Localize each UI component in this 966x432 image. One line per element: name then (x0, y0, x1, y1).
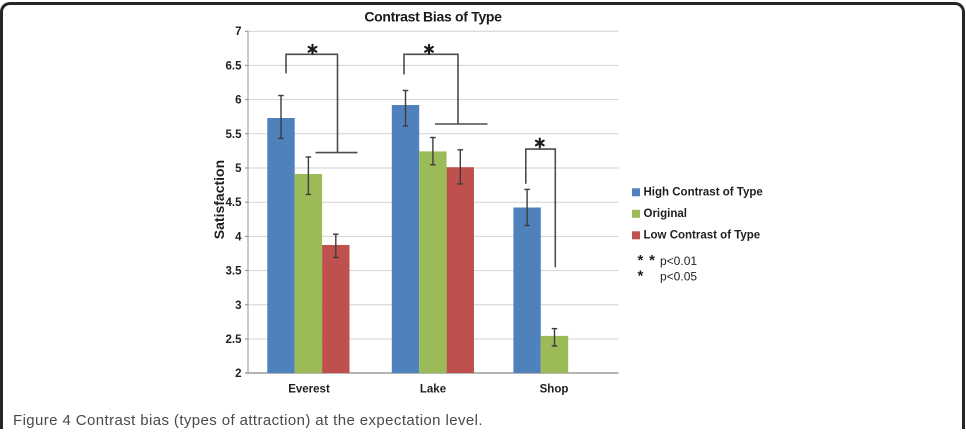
svg-text:5.5: 5.5 (226, 129, 243, 141)
svg-text:6: 6 (235, 95, 241, 107)
svg-text:5: 5 (235, 163, 242, 175)
svg-text:Low Contrast of Type: Low Contrast of Type (644, 230, 761, 242)
svg-text:* *: * * (638, 252, 656, 269)
svg-text:p<0.05: p<0.05 (660, 269, 697, 283)
svg-text:Satisfaction: Satisfaction (211, 160, 227, 239)
svg-text:Shop: Shop (540, 384, 569, 396)
svg-text:3: 3 (235, 300, 241, 312)
svg-text:High Contrast of Type: High Contrast of Type (644, 187, 763, 199)
svg-text:Everest: Everest (288, 384, 330, 396)
svg-text:Original: Original (644, 208, 687, 220)
svg-text:4.5: 4.5 (226, 197, 243, 209)
svg-text:Lake: Lake (420, 384, 446, 396)
svg-text:2: 2 (235, 368, 241, 380)
svg-text:7: 7 (235, 26, 241, 38)
svg-text:Contrast Bias of Type: Contrast Bias of Type (364, 9, 502, 25)
svg-text:3.5: 3.5 (226, 266, 243, 278)
svg-text:6.5: 6.5 (226, 60, 243, 72)
svg-text:4: 4 (235, 231, 242, 243)
svg-text:p<0.01: p<0.01 (660, 254, 697, 268)
svg-text:*: * (638, 268, 644, 285)
svg-text:2.5: 2.5 (226, 334, 243, 346)
